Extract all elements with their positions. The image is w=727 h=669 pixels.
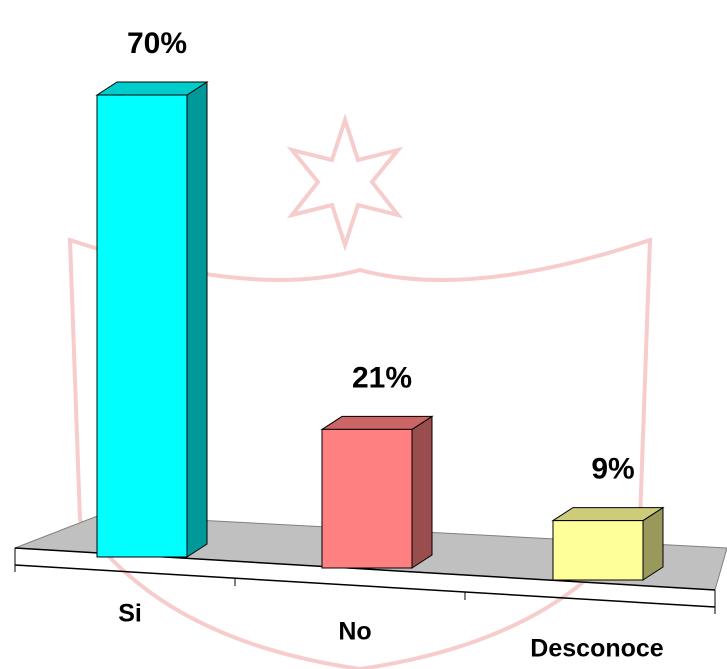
bar-top <box>320 415 434 430</box>
bar <box>551 506 665 581</box>
bar-front <box>96 94 188 558</box>
bar <box>95 81 209 558</box>
x-tick-label: No <box>338 618 371 646</box>
bar-front <box>321 428 413 569</box>
data-label: 70% <box>127 27 187 60</box>
bar-side <box>186 81 208 558</box>
data-label: 9% <box>591 453 634 486</box>
bar-front <box>552 520 644 581</box>
x-axis-base <box>14 564 716 608</box>
bar <box>320 415 434 569</box>
x-tick-label: Si <box>118 600 142 628</box>
bar-side <box>411 415 433 569</box>
bar-top <box>95 81 209 96</box>
x-tick-label: Desconoce <box>530 635 663 663</box>
data-label: 21% <box>352 361 412 394</box>
bar-top <box>551 507 665 522</box>
